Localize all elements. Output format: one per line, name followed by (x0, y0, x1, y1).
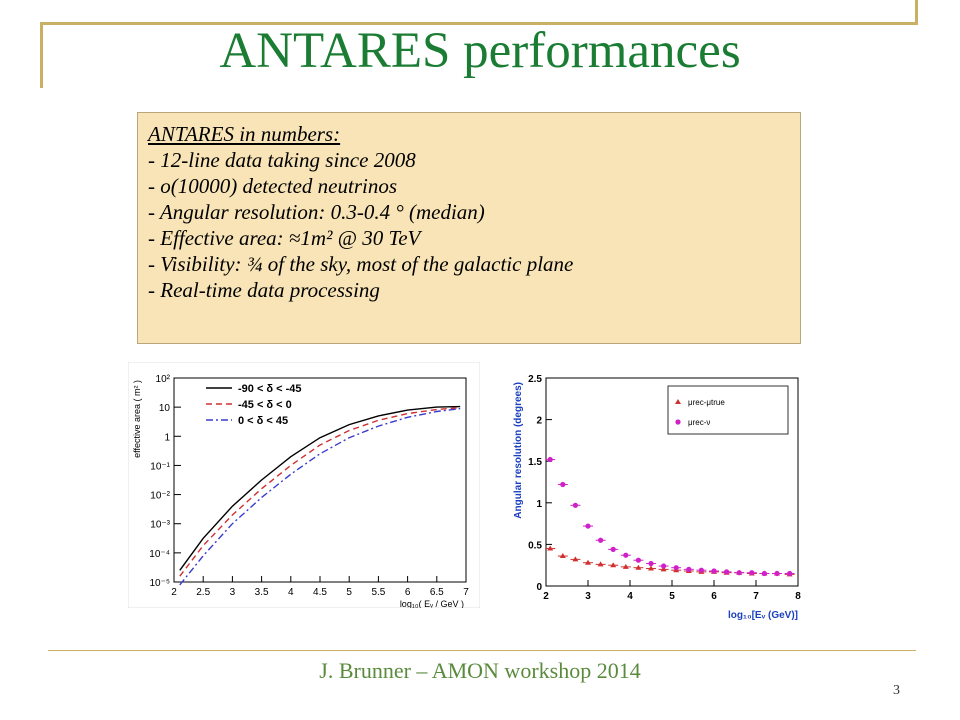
data-point (598, 537, 604, 543)
series-line (179, 407, 461, 577)
data-point (736, 570, 742, 576)
x-tick-label: 4.5 (313, 587, 327, 598)
data-point (572, 502, 578, 508)
x-tick-label: 2 (543, 591, 549, 602)
y-axis-label: effective area ( m² ) (132, 380, 142, 458)
data-point (622, 563, 629, 569)
x-tick-label: 4 (627, 591, 633, 602)
legend-label: μrec-ν (688, 418, 710, 427)
data-point (686, 566, 692, 572)
y-tick-label: 1.5 (528, 457, 542, 468)
y-tick-label: 2 (536, 416, 542, 427)
info-item: - Real-time data processing (148, 278, 380, 302)
legend-label: -45 < δ < 0 (238, 399, 292, 411)
data-point (749, 570, 755, 576)
y-tick-label: 2.5 (528, 374, 542, 385)
x-tick-label: 6.5 (430, 587, 444, 598)
slide-frame-left (40, 22, 43, 88)
series-line (179, 407, 461, 586)
data-point (648, 565, 654, 571)
legend-label: -90 < δ < -45 (238, 383, 302, 395)
data-point (560, 481, 566, 488)
data-point (597, 561, 604, 567)
y-tick-label: 10 (159, 403, 171, 414)
data-point (711, 568, 717, 574)
x-tick-label: 3 (585, 591, 591, 602)
info-item: - 12-line data taking since 2008 (148, 148, 416, 172)
data-point (572, 556, 579, 562)
x-tick-label: 5.5 (371, 587, 385, 598)
x-axis-label: log₁₀( Eᵥ / GeV ) (400, 599, 464, 608)
x-tick-label: 3 (230, 587, 236, 598)
y-tick-label: 10⁻³ (150, 520, 170, 531)
info-heading: ANTARES in numbers: (148, 122, 341, 146)
x-tick-label: 7 (463, 587, 469, 598)
x-tick-label: 3.5 (255, 587, 269, 598)
x-tick-label: 5 (346, 587, 352, 598)
info-item: - Angular resolution: 0.3-0.4 ° (median) (148, 200, 485, 224)
data-point (724, 569, 730, 575)
y-tick-label: 0.5 (528, 540, 542, 551)
legend-marker (675, 419, 681, 425)
data-point (774, 570, 780, 577)
data-point (559, 553, 566, 559)
data-point (610, 562, 617, 568)
page-number: 3 (893, 683, 900, 698)
x-tick-label: 6 (405, 587, 411, 598)
x-tick-label: 7 (753, 591, 759, 602)
y-tick-label: 10⁻⁵ (149, 578, 170, 589)
data-point (660, 566, 667, 572)
info-item: - Visibility: ¾ of the sky, most of the … (148, 252, 574, 276)
x-tick-label: 5 (669, 591, 675, 602)
data-point (547, 545, 554, 551)
data-point (787, 570, 793, 577)
data-point (623, 552, 629, 558)
y-tick-label: 10⁻² (150, 491, 170, 502)
y-tick-label: 1 (536, 499, 542, 510)
x-tick-label: 4 (288, 587, 294, 598)
info-item: - Effective area: ≈1m² @ 30 TeV (148, 226, 421, 250)
footer-divider (48, 650, 916, 651)
legend-label: 0 < δ < 45 (238, 415, 288, 427)
legend-marker (675, 399, 681, 404)
info-box: ANTARES in numbers: - 12-line data takin… (137, 112, 801, 344)
data-point (585, 523, 591, 529)
data-point (635, 557, 641, 563)
data-point (673, 565, 679, 571)
y-tick-label: 1 (164, 432, 170, 443)
y-tick-label: 10⁻⁴ (149, 549, 170, 560)
slide-frame-right (915, 0, 918, 22)
data-point (661, 563, 667, 569)
legend-label: μrec-μtrue (688, 398, 725, 407)
slide-frame-top (40, 22, 918, 25)
slide-title: ANTARES performances (219, 23, 741, 79)
data-point (610, 546, 616, 552)
y-tick-label: 10⁻¹ (150, 461, 170, 472)
x-tick-label: 2 (171, 587, 177, 598)
chart-background (128, 362, 480, 608)
x-tick-label: 6 (711, 591, 717, 602)
legend-box (667, 385, 789, 435)
slide-footer: J. Brunner – AMON workshop 2014 (319, 658, 641, 683)
data-point (648, 560, 654, 567)
angular-resolution-chart: 2 3 4 5 6 7 8 0 0.5 1 1.5 2 2.5 log₁₀[Eᵥ (GeV)] Angula… (508, 368, 808, 626)
y-tick-label: 10² (156, 374, 171, 385)
series-line (179, 405, 461, 571)
y-axis-label: Angular resolution (degrees) (513, 382, 524, 519)
x-tick-label: 2.5 (196, 587, 210, 598)
x-tick-label: 8 (795, 591, 801, 602)
data-point (761, 570, 767, 577)
data-point (698, 567, 704, 573)
x-axis-label: log₁₀[Eᵥ (GeV)] (728, 610, 798, 621)
y-tick-label: 0 (536, 582, 542, 593)
data-point (547, 456, 553, 463)
info-item: - o(10000) detected neutrinos (148, 174, 398, 198)
effective-area-chart: 2 2.5 3 3.5 4 4.5 5 5.5 6 6.5 7 10⁻⁵ 10⁻⁴ 10⁻³ 10⁻² 10⁻… (128, 362, 480, 608)
data-point (585, 559, 591, 565)
data-point (635, 564, 642, 570)
